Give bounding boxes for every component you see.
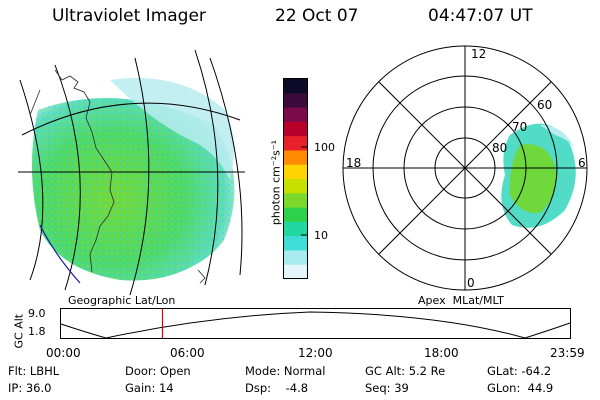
geo-grid xyxy=(18,49,245,296)
colorbar xyxy=(283,78,308,280)
mlt-label-6: 6 xyxy=(578,156,586,170)
altitude-curve xyxy=(60,311,571,339)
colorbar-segment xyxy=(284,164,307,180)
colorbar-tick-10: 10 xyxy=(314,229,328,242)
colorbar-segment xyxy=(284,236,307,251)
colorbar-segment xyxy=(284,107,307,123)
aurora-image-geo xyxy=(31,78,235,281)
mlt-label-12: 12 xyxy=(471,47,487,61)
colorbar-tick-100: 100 xyxy=(314,141,335,154)
aurora-image-apex xyxy=(501,123,576,228)
status-door: Door: Open xyxy=(125,364,191,378)
geo-panel-label: Geographic Lat/Lon xyxy=(68,294,176,307)
lat-label-70: 70 xyxy=(512,120,528,134)
colorbar-segment xyxy=(284,150,307,166)
colorbar-segment xyxy=(284,193,307,209)
coastline-blue xyxy=(39,224,81,284)
apex-polar-plot xyxy=(342,45,588,291)
mlt-label-18: 18 xyxy=(346,156,362,170)
polar-grid xyxy=(342,45,588,291)
colorbar-segment xyxy=(284,207,307,223)
status-dsp: Dsp: -4.8 xyxy=(245,381,309,395)
apex-panel-label: Apex MLat/MLT xyxy=(418,294,504,307)
status-gain: Gain: 14 xyxy=(125,381,174,395)
orbit-timeline xyxy=(60,308,571,339)
timeline-y-label: GC Alt xyxy=(12,313,26,349)
status-filter: Flt: LBHL xyxy=(8,364,60,378)
timeline-x-tick-1: 06:00 xyxy=(170,346,205,360)
timeline-x-tick-2: 12:00 xyxy=(298,346,333,360)
colorbar-unit-label: photon cm⁻²s⁻¹ xyxy=(269,139,283,226)
colorbar-segment xyxy=(284,121,307,137)
timeline-y-tick-high: 9.0 xyxy=(28,307,46,320)
colorbar-segment xyxy=(284,93,307,109)
timeline-x-tick-0: 00:00 xyxy=(46,346,81,360)
date-label: 22 Oct 07 xyxy=(275,6,359,26)
mlt-label-0: 0 xyxy=(467,276,475,290)
instrument-title: Ultraviolet Imager xyxy=(52,6,206,26)
timeline-x-tick-3: 18:00 xyxy=(424,346,459,360)
colorbar-segment xyxy=(284,79,307,94)
colorbar-segment xyxy=(284,250,307,266)
status-gc-alt: GC Alt: 5.2 Re xyxy=(365,364,446,378)
coastline xyxy=(29,69,206,284)
status-ip: IP: 36.0 xyxy=(8,381,52,395)
time-label: 04:47:07 UT xyxy=(428,6,533,26)
timeline-y-tick-low: 1.8 xyxy=(28,325,46,338)
geographic-map xyxy=(18,49,245,296)
lat-label-60: 60 xyxy=(537,98,553,112)
lat-label-80: 80 xyxy=(492,141,508,155)
status-glat: GLat: -64.2 xyxy=(487,364,552,378)
colorbar-segment xyxy=(284,136,307,151)
colorbar-segment xyxy=(284,264,307,280)
timeline-x-tick-4: 23:59 xyxy=(550,346,585,360)
status-seq: Seq: 39 xyxy=(365,381,409,395)
status-mode: Mode: Normal xyxy=(245,364,326,378)
colorbar-segment xyxy=(284,179,307,194)
colorbar-segment xyxy=(284,221,307,237)
status-glon: GLon: 44.9 xyxy=(487,381,554,395)
